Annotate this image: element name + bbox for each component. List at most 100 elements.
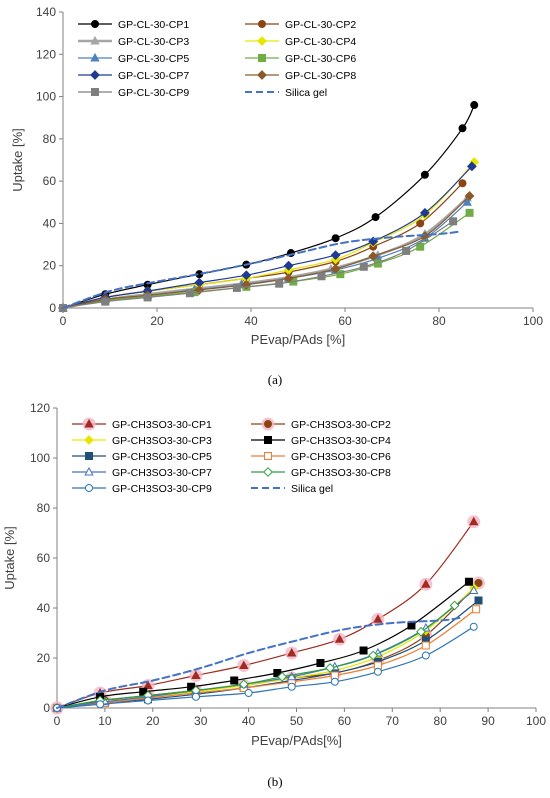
chart-panel-b: 0 20 40 60 80 100 120 0 10 20 30 40 50 60 70 80 90 100 PEv… [2,401,546,789]
data-point [474,596,483,605]
legend-label: GP-CL-30-CP4 [285,36,356,48]
y-tick-label: 40 [37,601,51,615]
series-line [56,617,461,709]
legend-label: GP-CL-30-CP7 [118,70,189,82]
data-point [316,659,325,667]
legend-item: GP-CH3SO3-30-CP3 [72,435,212,447]
legend-marker [91,20,99,28]
x-tick-label: 100 [523,314,543,328]
legend-item: GP-CH3SO3-30-CP4 [251,435,391,447]
legend-marker [85,452,93,460]
data-point [273,669,282,677]
data-point [359,262,368,271]
legend-item: GP-CL-30-CP5 [78,52,189,65]
legend-item: Silica gel [245,87,327,99]
legend-marker [257,70,267,80]
data-point [325,663,335,673]
data-point [232,283,241,292]
x-tick-label: 40 [242,714,256,728]
series-line [62,230,459,309]
data-point [275,279,284,288]
legend-marker [84,418,94,428]
series-gp-ch3so3-30-cp3 [52,583,479,713]
x-tick-label: 90 [481,714,495,728]
data-point [287,682,296,691]
legend-marker [84,435,94,445]
data-point [283,260,294,271]
legend-label: Silica gel [291,483,333,495]
legend-item: GP-CL-30-CP9 [78,87,189,99]
x-tick-label: 20 [150,314,164,328]
legend-label: GP-CH3SO3-30-CP3 [112,435,212,447]
data-point [359,646,368,655]
y-tick-label: 40 [43,216,57,230]
legend-item: GP-CL-30-CP8 [245,70,356,82]
x-tick-label: 80 [432,314,446,328]
legend-item: Silica gel [251,483,333,495]
legend-item: GP-CL-30-CP4 [245,36,356,48]
x-tick-label: 70 [386,714,400,728]
data-point [416,626,426,637]
data-point [402,246,411,255]
x-tick-label: 100 [526,714,546,728]
legend-label: GP-CL-30-CP6 [285,53,356,65]
data-point [421,579,431,588]
data-point [143,680,153,689]
data-point [191,692,200,701]
data-point [449,217,458,226]
data-point [421,651,430,660]
legend-label: GP-CL-30-CP9 [118,87,189,99]
y-tick-label: 60 [43,174,57,188]
data-point [469,622,478,631]
legend-label: GP-CH3SO3-30-CP4 [291,435,391,447]
data-point [334,634,345,643]
series-line [62,220,454,309]
y-tick-label: 80 [37,501,51,515]
legend-label: GP-CL-30-CP1 [118,19,189,31]
legend-marker [84,466,94,476]
data-point [287,647,297,657]
legend-item: GP-CH3SO3-30-CP8 [251,467,391,479]
series-line [56,581,470,709]
legend-item: GP-CL-30-CP3 [78,35,189,48]
series-gp-ch3so3-30-cp2 [50,576,486,715]
y-tick-label: 60 [37,551,51,565]
legend-item: GP-CH3SO3-30-CP6 [251,451,391,463]
legend-label: GP-CL-30-CP2 [285,19,356,31]
data-point [371,213,380,222]
legend-marker [264,436,272,444]
data-point [239,660,249,669]
x-tick-label: 20 [146,714,160,728]
y-tick-label: 100 [36,90,56,104]
legend-marker [257,36,267,46]
y-tick-label: 0 [49,301,56,315]
data-point [416,219,425,228]
data-point [191,670,201,679]
legend-item: GP-CL-30-CP6 [245,53,356,65]
data-point [101,297,110,306]
series-line [56,589,475,709]
data-point [330,250,341,261]
series-line [56,599,480,709]
data-point [464,191,475,201]
legend-marker [90,52,100,62]
data-point [458,124,467,133]
data-point [287,671,297,681]
data-point [336,270,345,279]
series-gp-ch3so3-30-cp9 [53,622,478,712]
data-point [470,101,479,110]
data-point [469,585,479,594]
x-tick-label: 80 [434,714,448,728]
y-axis-title: Uptake [%] [2,526,17,590]
legend-marker [258,54,266,62]
data-point [373,667,382,676]
legend-label: GP-CH3SO3-30-CP2 [291,419,391,431]
data-point [331,234,340,243]
data-point [469,516,479,526]
data-point [368,650,379,661]
series-gp-cl-30-cp7 [58,161,477,313]
legend-label: GP-CH3SO3-30-CP7 [112,467,212,479]
series-line [56,604,456,709]
data-point [472,605,481,614]
data-point [277,671,288,682]
